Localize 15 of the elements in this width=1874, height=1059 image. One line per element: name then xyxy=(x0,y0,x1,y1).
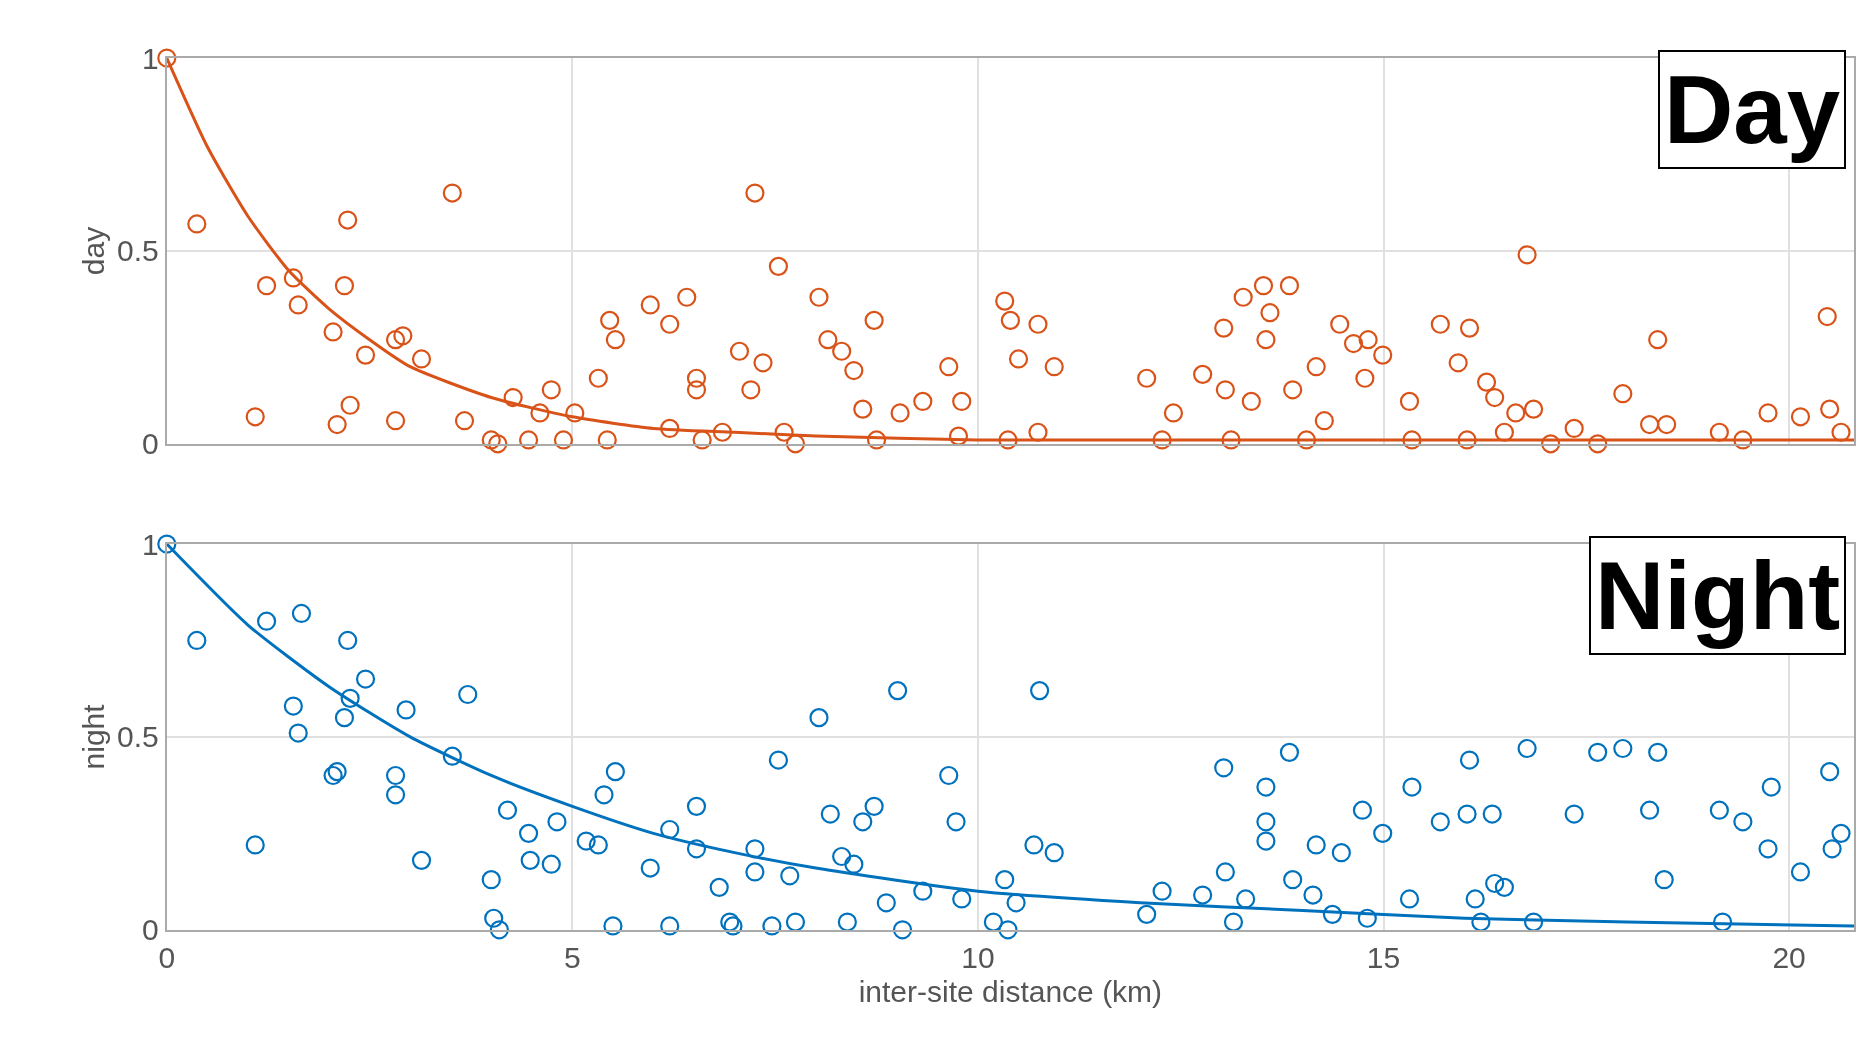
x-tick-label: 5 xyxy=(564,940,581,974)
y-axis-title: day xyxy=(76,226,110,276)
annotation: Night xyxy=(1595,542,1841,649)
y-tick-label: 0.5 xyxy=(117,720,159,754)
y-tick-label: 0 xyxy=(142,913,159,947)
y-axis-title: night xyxy=(76,703,110,770)
y-tick-label: 1 xyxy=(142,527,159,561)
y-tick-label: 0 xyxy=(142,427,159,461)
annotation: Day xyxy=(1664,56,1841,163)
x-tick-label: 10 xyxy=(961,940,995,974)
x-axis-title: inter-site distance (km) xyxy=(858,974,1163,1008)
y-tick-label: 0.5 xyxy=(117,234,159,268)
x-tick-label: 20 xyxy=(1772,940,1806,974)
x-tick-label: 15 xyxy=(1366,940,1401,974)
y-tick-label: 1 xyxy=(142,41,159,75)
